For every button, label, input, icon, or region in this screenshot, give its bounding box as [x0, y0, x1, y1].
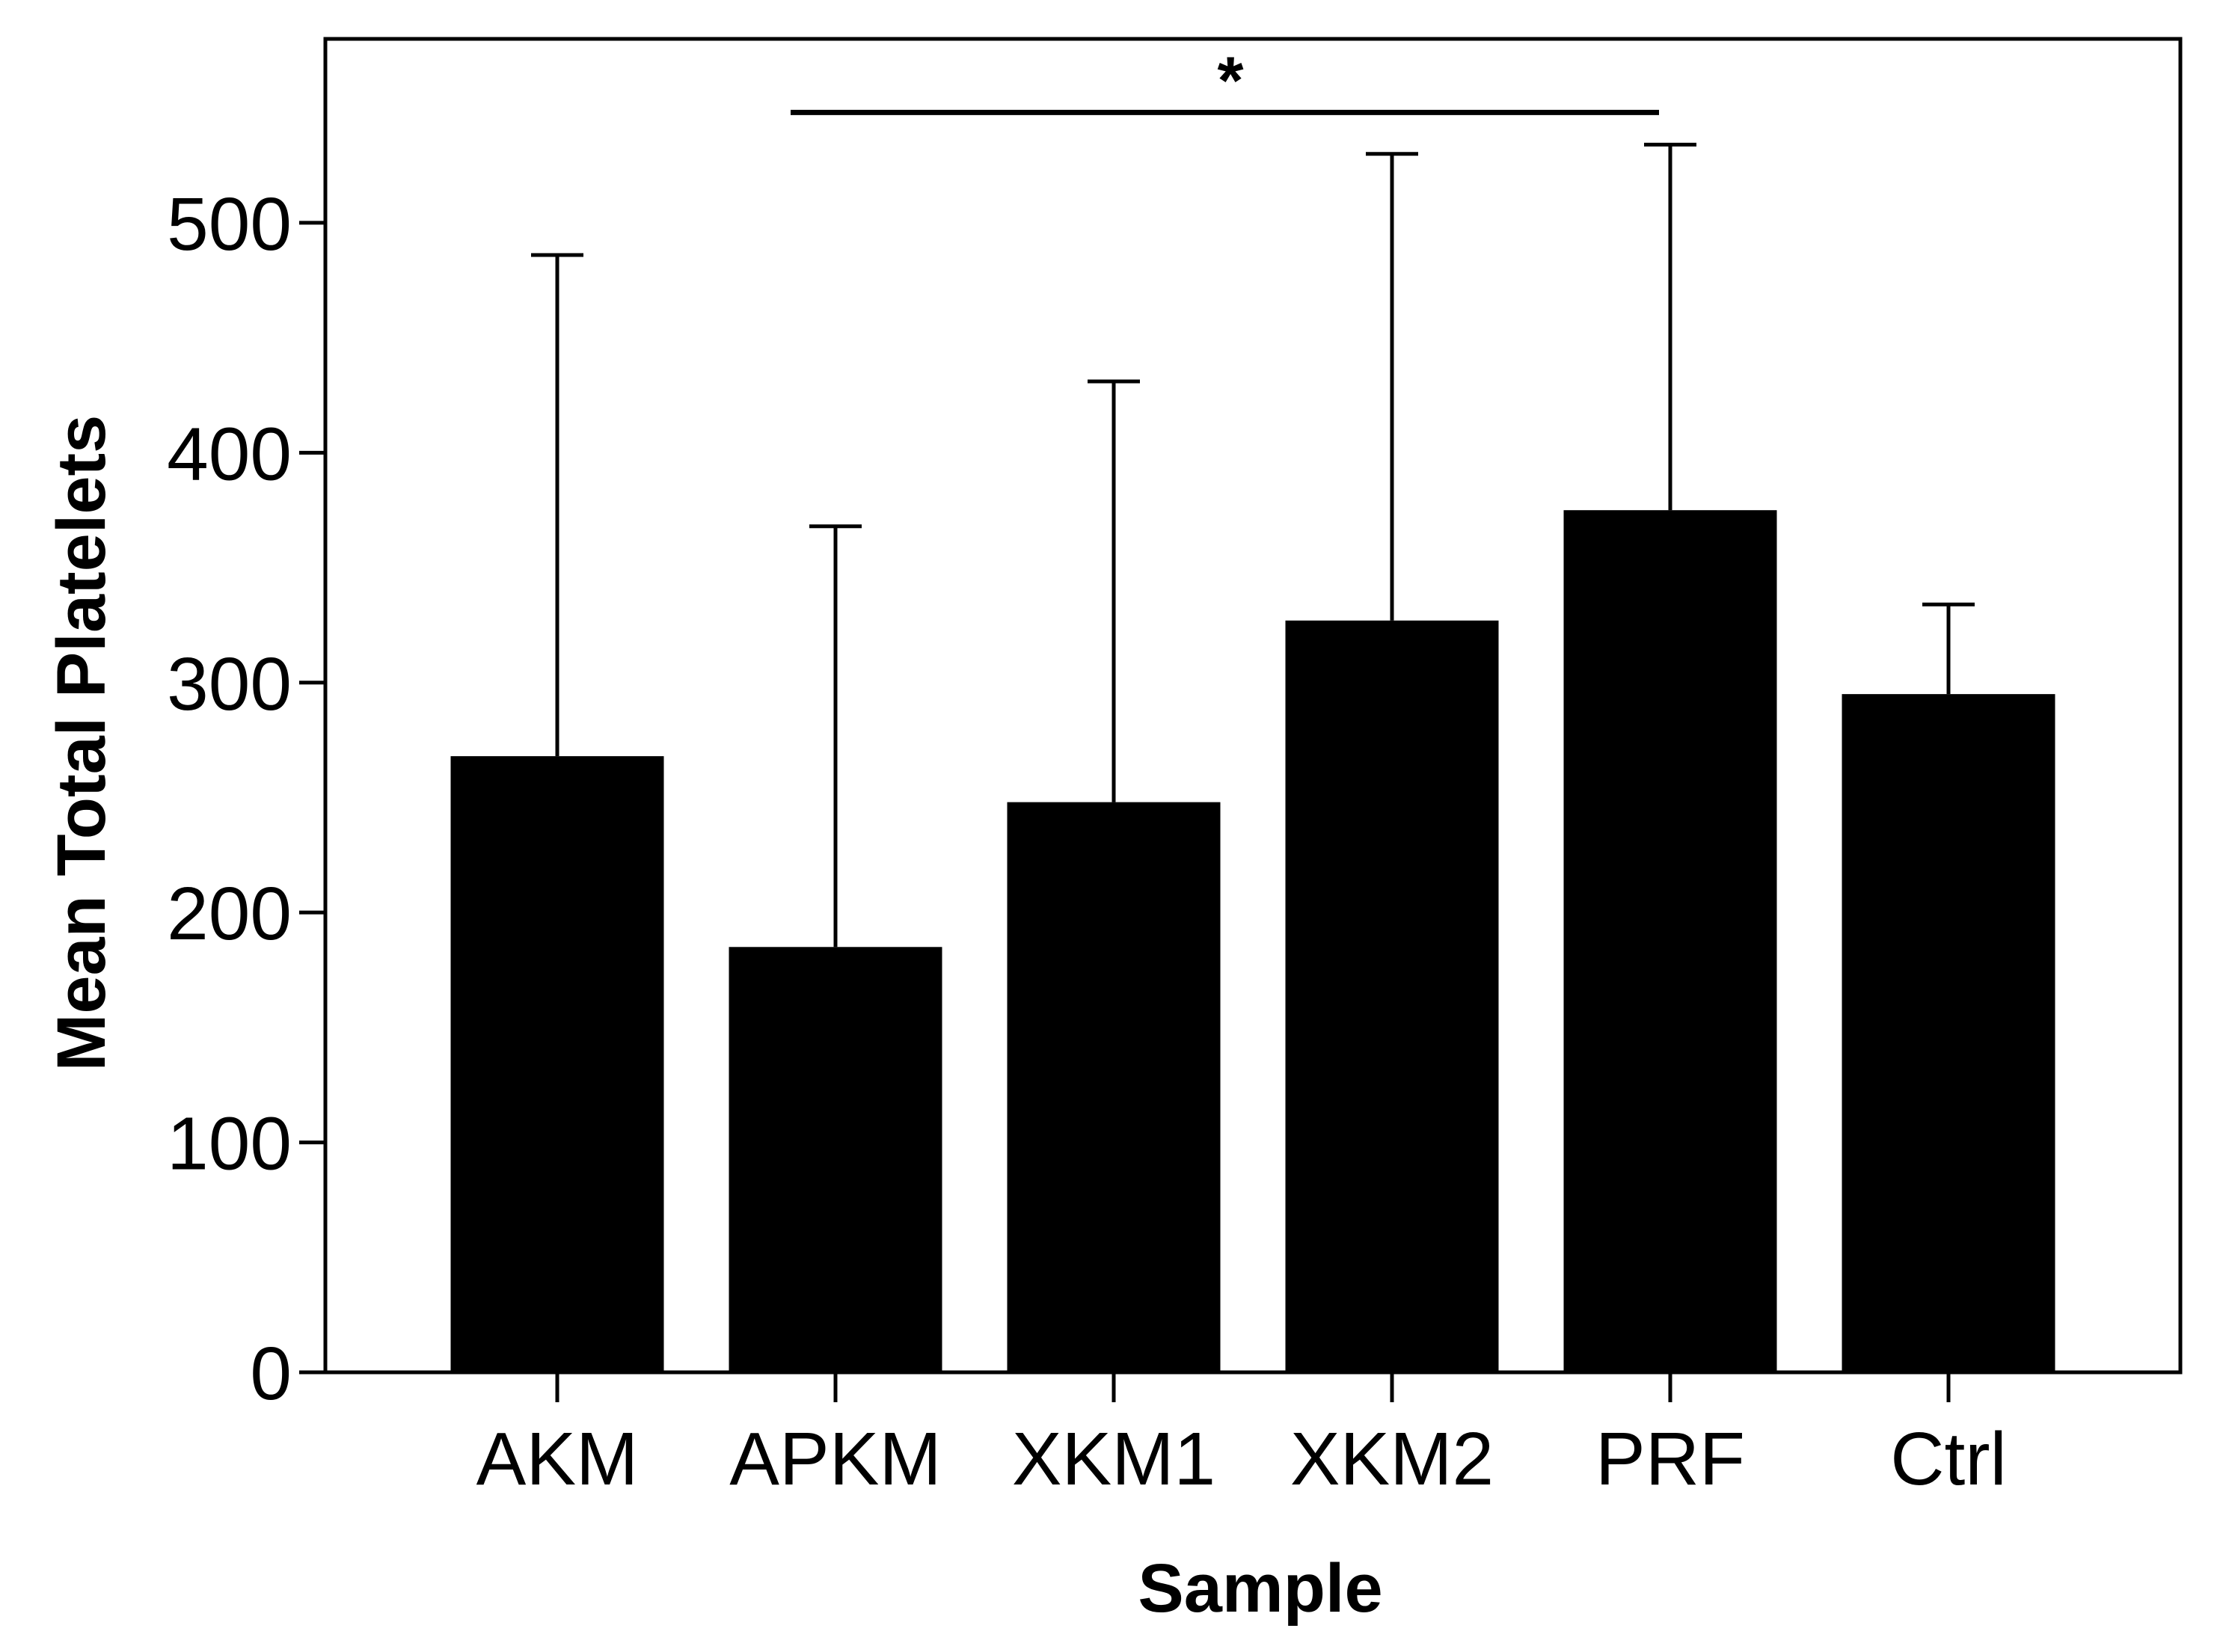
x-tick-label-akm: AKM	[476, 1417, 639, 1501]
x-tick-label-ctrl: Ctrl	[1890, 1417, 2007, 1501]
x-tick-label-prf: PRF	[1595, 1417, 1745, 1501]
bar-xkm1	[1007, 802, 1221, 1372]
y-tick-label-100: 100	[167, 1102, 292, 1186]
error-bars-group	[531, 142, 1975, 948]
x-tick-label-apkm: APKM	[729, 1417, 941, 1501]
bar-akm	[450, 756, 664, 1372]
plot-frame	[323, 37, 2183, 1375]
bar-prf	[1563, 510, 1777, 1373]
significance-marker-0: *	[1217, 43, 1243, 118]
y-tick-label-400: 400	[167, 412, 292, 496]
y-axis: 0 100 200 300 400 500	[167, 182, 325, 1416]
y-tick-label-500: 500	[167, 182, 292, 266]
x-axis-title: Sample	[1138, 1550, 1382, 1627]
y-tick-label-0: 0	[250, 1332, 292, 1416]
bar-ctrl	[1842, 694, 2055, 1372]
y-tick-label-300: 300	[167, 642, 292, 726]
y-axis-title: Mean Total Platelets	[43, 415, 120, 1072]
bars-group	[450, 510, 2055, 1373]
significance-annotation: *	[791, 43, 1659, 118]
y-tick-label-200: 200	[167, 872, 292, 956]
x-tick-label-xkm1: XKM1	[1012, 1417, 1215, 1501]
bar-apkm	[729, 947, 942, 1372]
x-tick-label-xkm2: XKM2	[1290, 1417, 1494, 1501]
bar-xkm2	[1285, 620, 1499, 1372]
x-axis: AKM APKM XKM1 XKM2 PRF Ctrl	[476, 1372, 2007, 1501]
